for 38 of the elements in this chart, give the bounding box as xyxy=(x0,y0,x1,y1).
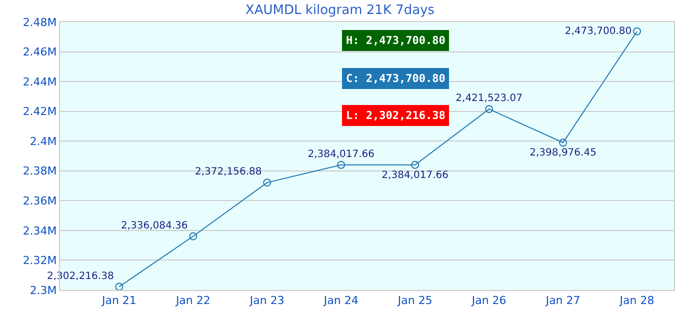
y-tick-label: 2.32M xyxy=(22,254,57,268)
y-tick-label: 2.38M xyxy=(22,164,57,178)
y-tick-label: 2.46M xyxy=(22,46,57,59)
annotation: L: 2,302,216.38 xyxy=(346,109,446,122)
data-label: 2,398,976.45 xyxy=(530,148,596,159)
data-label: 2,336,084.36 xyxy=(120,220,188,232)
data-label: 2,421,523.07 xyxy=(456,93,522,104)
point xyxy=(633,27,642,36)
y-tick-label: 2.4M xyxy=(30,134,57,148)
y-tick-label: 2.3M xyxy=(30,284,57,297)
point xyxy=(337,160,346,169)
x-tick-label: Jan 24 xyxy=(322,294,358,308)
data-label: 2,384,017.66 xyxy=(308,149,375,160)
y-tick-label: 2.48M xyxy=(22,16,57,29)
point xyxy=(559,138,568,147)
annotation: H: 2,473,700.80 xyxy=(346,34,446,47)
x-tick-label: Jan 28 xyxy=(618,294,654,308)
y-tick-label: 2.36M xyxy=(22,194,57,208)
x-tick-label: Jan 22 xyxy=(174,294,210,308)
y-tick-label: 2.44M xyxy=(22,75,57,88)
x-tick-label: Jan 26 xyxy=(470,294,506,308)
point xyxy=(485,105,494,114)
point xyxy=(115,282,124,291)
point xyxy=(263,178,272,187)
y-tick-label: 2.34M xyxy=(22,224,57,238)
x-tick-label: Jan 27 xyxy=(544,294,580,308)
x-tick-label: Jan 23 xyxy=(248,294,284,308)
x-tick-label: Jan 25 xyxy=(396,294,432,308)
point xyxy=(411,160,420,169)
y-tick-label: 2.42M xyxy=(22,105,57,118)
chart-title: XAUMDL kilogram 21K 7days xyxy=(245,2,435,18)
point xyxy=(189,232,198,240)
data-label: 2,372,156.88 xyxy=(194,166,262,178)
data-label: 2,473,700.80 xyxy=(564,26,632,37)
x-tick-label: Jan 21 xyxy=(100,294,136,308)
annotation: C: 2,473,700.80 xyxy=(346,72,446,85)
data-label: 2,384,017.66 xyxy=(382,170,448,181)
data-label: 2,302,216.38 xyxy=(47,270,114,282)
